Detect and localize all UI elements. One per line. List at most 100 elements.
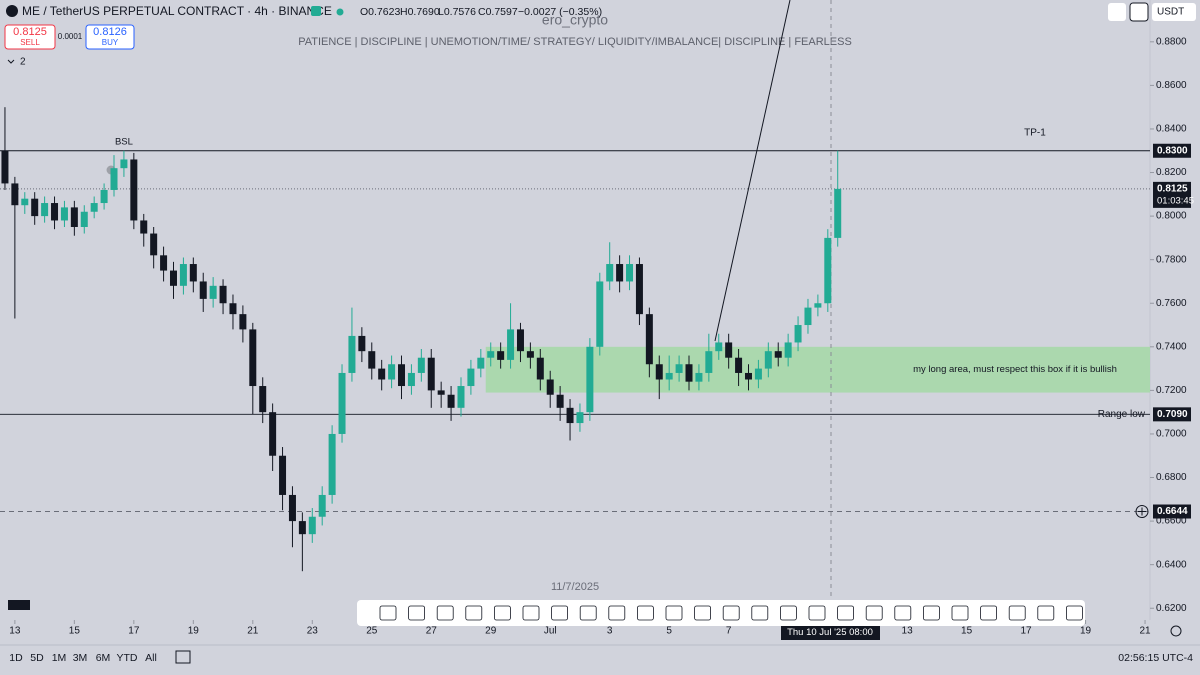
toolbar-tool[interactable] <box>923 605 940 621</box>
candle-body <box>586 346 594 413</box>
candle-body <box>11 183 19 206</box>
toolbar-tool[interactable] <box>894 605 912 621</box>
candle-body <box>219 285 227 304</box>
y-tick-label: 0.6800 <box>1156 472 1187 483</box>
currency-button[interactable] <box>1152 3 1196 21</box>
toolbar-tool[interactable] <box>1008 605 1026 621</box>
candle-body <box>308 516 316 535</box>
x-tick-label: 17 <box>1021 626 1033 637</box>
countdown: 01:03:45 <box>1157 195 1194 206</box>
toolbar-tool[interactable] <box>665 605 683 621</box>
tp-label: TP-1 <box>1024 128 1046 139</box>
candle-body <box>516 329 524 352</box>
toolbar-tool[interactable] <box>837 605 854 621</box>
download-button[interactable] <box>1108 3 1126 21</box>
candle-body <box>70 207 78 227</box>
candle-body <box>130 159 138 221</box>
price-tag-label: 0.8125 <box>1157 184 1188 195</box>
zone-label: my long area, must respect this box if i… <box>913 364 1117 375</box>
toolbar-tool[interactable] <box>780 605 797 621</box>
y-tick-label: 0.6600 <box>1156 516 1187 527</box>
candle-body <box>427 357 435 391</box>
x-tick-label: 7 <box>726 626 732 637</box>
chevron <box>7 59 15 64</box>
range-button[interactable]: 3M <box>73 652 88 664</box>
candle-body <box>209 285 217 299</box>
candle-body <box>229 303 237 315</box>
candle-body <box>556 394 564 408</box>
x-tick-label: 19 <box>1080 626 1092 637</box>
candle-body <box>665 372 673 380</box>
toolbar-tool[interactable] <box>722 605 740 621</box>
candle-body <box>279 455 287 495</box>
toolbar-tool[interactable] <box>951 605 969 621</box>
candle-body <box>31 198 39 217</box>
toolbar-tool[interactable] <box>465 605 483 621</box>
ohlc-value: H0.7690 <box>400 6 440 18</box>
candle-body <box>536 357 544 380</box>
toolbar-tool[interactable] <box>751 605 769 621</box>
x-tick-label: 13 <box>9 626 21 637</box>
candle-body <box>437 390 445 395</box>
candle-body <box>457 386 465 408</box>
range-button[interactable]: 1D <box>9 652 23 664</box>
price-tag <box>1153 504 1191 519</box>
price-tag-label: 0.6644 <box>1157 506 1188 517</box>
candle-body <box>744 372 752 380</box>
candle-body <box>616 264 624 282</box>
toolbar-tool[interactable] <box>436 605 454 621</box>
candle-body <box>675 364 683 373</box>
settings-icon[interactable] <box>1170 625 1182 637</box>
toolbar-tool[interactable] <box>694 605 711 621</box>
candle-body <box>249 329 257 387</box>
range-button[interactable]: YTD <box>117 652 138 664</box>
buy-button[interactable] <box>85 24 135 50</box>
toolbar-tool[interactable] <box>608 605 626 621</box>
toolbar-tool[interactable] <box>551 605 568 621</box>
range-button[interactable]: 5D <box>30 652 44 664</box>
toolbar-tool[interactable] <box>408 605 426 621</box>
candle-body <box>1 150 9 184</box>
x-tick-label: 13 <box>902 626 914 637</box>
toolbar-tool[interactable] <box>865 605 883 621</box>
candle-body <box>358 335 366 352</box>
x-tick-label: 5 <box>666 626 672 637</box>
toolbar-tool[interactable] <box>1037 605 1055 621</box>
candle-body <box>348 335 356 373</box>
sell-button[interactable] <box>4 24 56 50</box>
spread: 0.0001 <box>58 32 83 41</box>
candle-body <box>288 494 296 522</box>
crosshair-plus[interactable] <box>1135 505 1149 519</box>
indicator-count[interactable]: 2 <box>20 57 26 68</box>
candle-body <box>318 494 326 517</box>
price-tag <box>1153 181 1191 208</box>
x-tick-label: 27 <box>426 626 438 637</box>
y-tick-label: 0.8800 <box>1156 36 1187 47</box>
date-range-icon[interactable] <box>175 650 191 664</box>
toolbar-tool[interactable] <box>493 605 511 621</box>
candle-body <box>239 314 247 330</box>
crosshair-plus-icon <box>1138 507 1146 516</box>
range-button[interactable]: 6M <box>96 652 111 664</box>
candle-body <box>606 264 614 282</box>
x-tick-label: 21 <box>1139 626 1151 637</box>
drawing-toolbar <box>357 600 1085 626</box>
toolbar-tool[interactable] <box>808 605 826 621</box>
screen-button[interactable] <box>1129 2 1149 22</box>
toolbar-tool[interactable] <box>1066 605 1083 621</box>
candle-body <box>596 281 604 347</box>
toolbar-tool[interactable] <box>522 605 540 621</box>
x-tick-label: 17 <box>128 626 140 637</box>
toolbar-tool[interactable] <box>579 605 597 621</box>
toolbar-tool[interactable] <box>980 605 997 621</box>
candle-body <box>685 364 693 382</box>
y-tick-label: 0.6400 <box>1156 559 1187 570</box>
candle-body <box>51 203 59 221</box>
range-button[interactable]: 1M <box>52 652 67 664</box>
buy-price: 0.8126 <box>93 26 127 38</box>
y-tick-label: 0.8000 <box>1156 211 1187 222</box>
range-button[interactable]: All <box>145 652 157 664</box>
sell-price: 0.8125 <box>13 26 47 38</box>
toolbar-tool[interactable] <box>637 605 654 621</box>
toolbar-tool[interactable] <box>379 605 397 621</box>
